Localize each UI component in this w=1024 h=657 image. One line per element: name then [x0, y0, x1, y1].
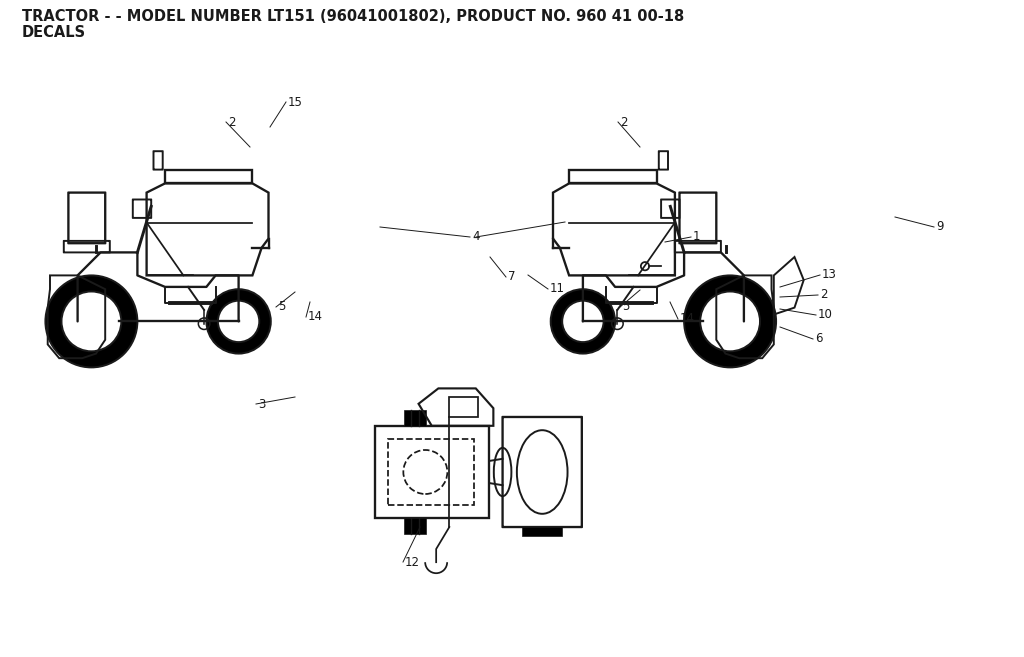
Text: 6: 6 [815, 332, 822, 346]
Text: 2: 2 [620, 116, 628, 129]
Bar [388, 439, 473, 505]
Bar [522, 527, 562, 536]
Circle shape [641, 262, 649, 270]
Circle shape [551, 289, 615, 353]
Text: 5: 5 [622, 300, 630, 313]
Circle shape [684, 275, 776, 367]
Text: 13: 13 [822, 269, 837, 281]
Text: 5: 5 [278, 300, 286, 313]
Text: 11: 11 [550, 283, 565, 296]
Text: 14: 14 [308, 311, 323, 323]
Circle shape [218, 301, 259, 342]
Circle shape [61, 292, 121, 351]
Text: DECALS: DECALS [22, 25, 86, 40]
Text: 15: 15 [288, 95, 303, 108]
Bar [404, 518, 426, 533]
Circle shape [700, 292, 760, 351]
Bar [450, 397, 478, 417]
Circle shape [207, 289, 270, 353]
Text: 1: 1 [693, 231, 700, 244]
Text: TRACTOR - - MODEL NUMBER LT151 (96041001802), PRODUCT NO. 960 41 00-18: TRACTOR - - MODEL NUMBER LT151 (96041001… [22, 9, 684, 24]
Bar [404, 411, 426, 426]
Circle shape [562, 301, 603, 342]
Text: 14: 14 [680, 313, 695, 325]
Text: 2: 2 [228, 116, 236, 129]
Text: 3: 3 [258, 397, 265, 411]
Text: 12: 12 [406, 556, 420, 568]
Text: 9: 9 [936, 221, 943, 233]
Circle shape [45, 275, 137, 367]
Text: 10: 10 [818, 309, 833, 321]
Text: 7: 7 [508, 271, 515, 284]
Text: 4: 4 [472, 231, 479, 244]
Bar [375, 426, 489, 518]
Text: 2: 2 [820, 288, 827, 302]
